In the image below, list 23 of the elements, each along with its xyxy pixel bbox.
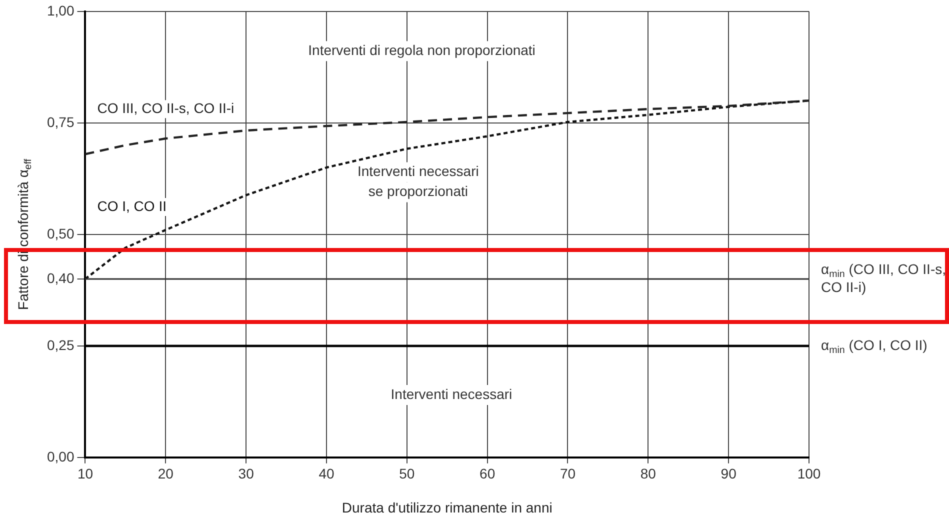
series-label: CO III, CO II-s, CO II-i	[97, 100, 234, 116]
y-tick-label: 1,00	[47, 2, 74, 18]
annotation: Interventi necessari	[390, 386, 512, 402]
y-tick-label: 0,25	[47, 336, 74, 353]
y-tick-label: 0,00	[47, 448, 74, 464]
y-tick-label: 0,50	[47, 225, 74, 242]
x-tick-label: 80	[640, 466, 656, 482]
x-axis-title: Durata d'utilizzo rimanente in anni	[342, 499, 552, 516]
x-tick-label: 40	[318, 466, 334, 482]
x-tick-label: 60	[480, 466, 496, 482]
series-label: CO I, CO II	[97, 198, 166, 214]
y-tick-label: 0,75	[47, 114, 74, 130]
x-tick-label: 20	[158, 466, 174, 482]
y-tick-label: 0,40	[47, 270, 74, 286]
annotation: Interventi di regola non proporzionati	[308, 42, 536, 58]
x-tick-label: 10	[77, 466, 94, 482]
x-tick-label: 90	[720, 466, 737, 482]
x-tick-label: 50	[399, 466, 415, 482]
x-tick-label: 70	[560, 466, 576, 482]
x-tick-label: 30	[238, 466, 254, 482]
annotation: Interventi necessari se proporzionati	[357, 163, 479, 200]
y-axis-title: Fattore di conformità αeff	[14, 158, 34, 310]
x-tick-label: 100	[797, 466, 821, 482]
